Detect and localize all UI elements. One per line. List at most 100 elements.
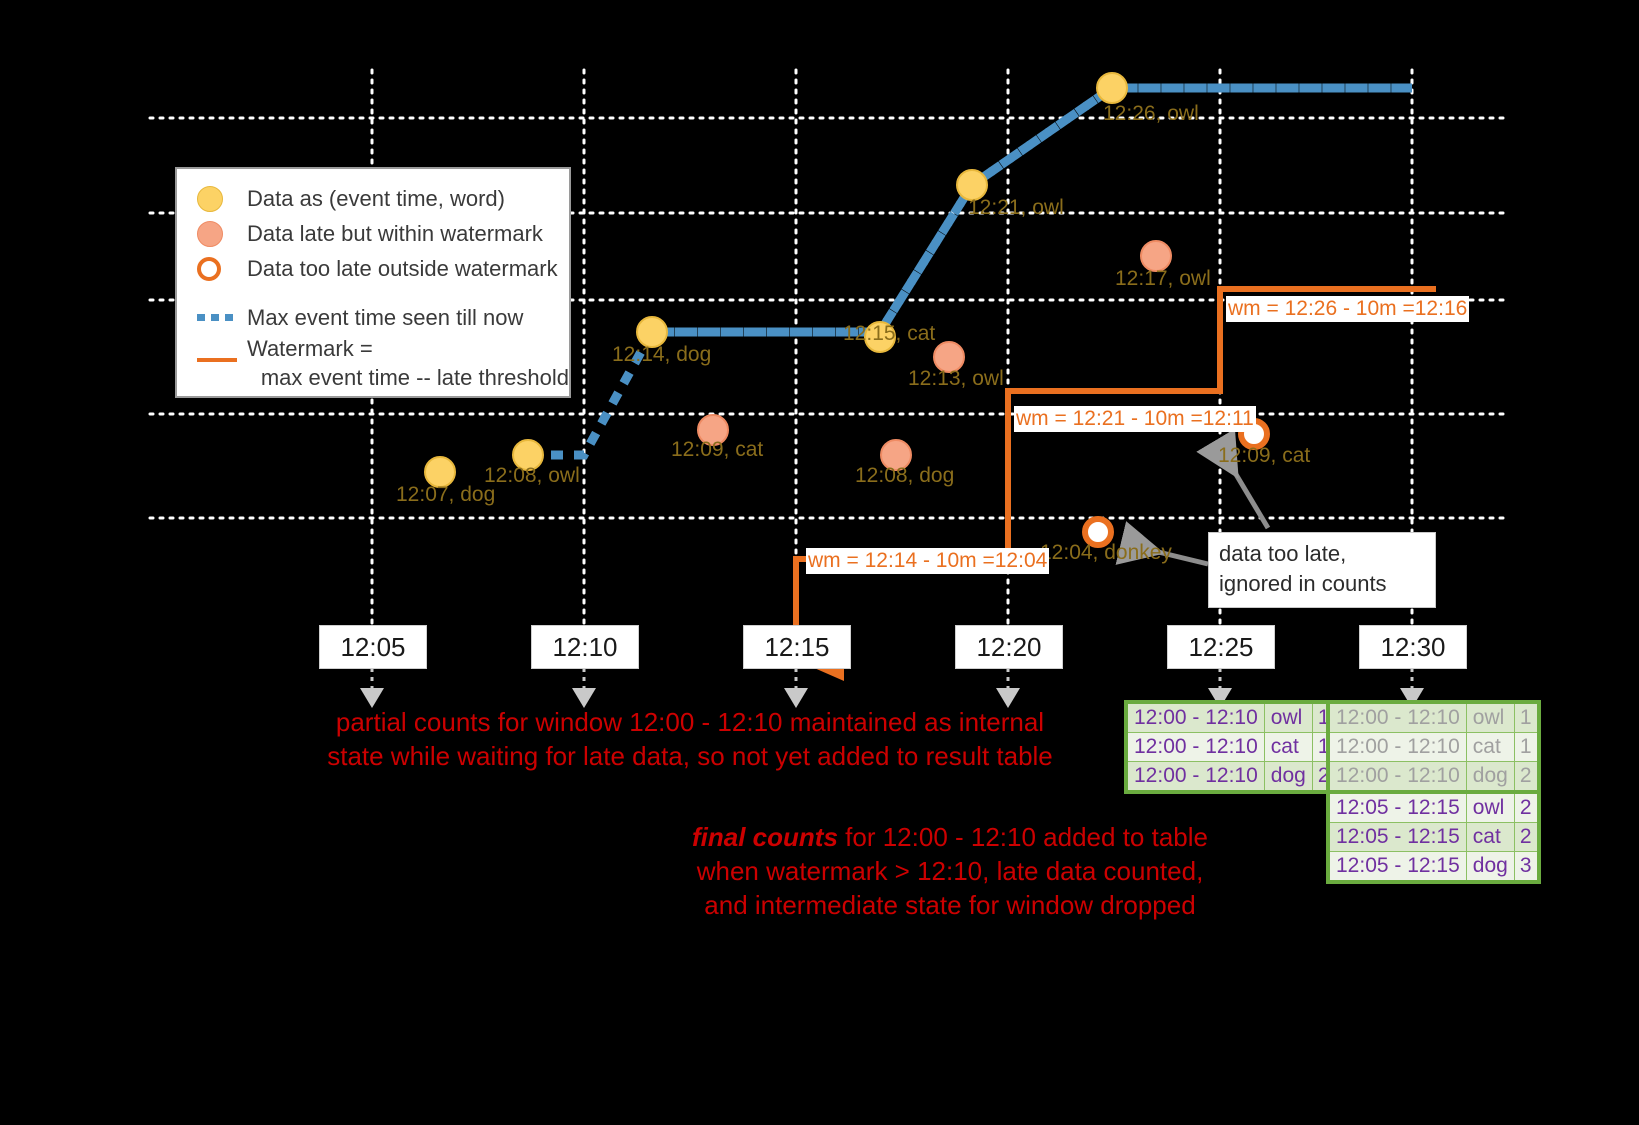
cell-window: 12:00 - 12:10 <box>1327 732 1467 762</box>
point-label-1209-cat: 12:09, cat <box>671 438 764 461</box>
table-row: 12:00 - 12:10 dog 2 <box>1327 761 1540 793</box>
table-row: 12:05 - 12:15 owl 2 <box>1327 790 1540 823</box>
point-label-1208-dog: 12:08, dog <box>855 464 955 487</box>
cell-count: 1 <box>1513 732 1540 762</box>
axis-tick-1225: 12:25 <box>1167 625 1275 669</box>
cell-count: 3 <box>1513 851 1540 883</box>
point-ontime <box>864 321 896 353</box>
cell-word: cat <box>1465 822 1515 852</box>
cell-count: 1 <box>1513 701 1540 733</box>
legend-label: Data as (event time, word) <box>247 185 505 211</box>
cell-word: dog <box>1263 761 1313 793</box>
table-row: 12:00 - 12:10 owl 1 <box>1125 701 1338 733</box>
point-late-within <box>1140 240 1172 272</box>
axis-tick-1205: 12:05 <box>319 625 427 669</box>
cell-count: 2 <box>1513 822 1540 852</box>
cell-word: owl <box>1263 701 1313 733</box>
note-final-line-2: when watermark > 12:10, late data counte… <box>696 856 1204 886</box>
callout-box-data-too-late: data too late, ignored in counts <box>1208 532 1436 608</box>
cell-word: cat <box>1465 732 1515 762</box>
point-too-late <box>1082 516 1114 548</box>
cell-window: 12:00 - 12:10 <box>1327 761 1467 793</box>
legend-label: Data late but within watermark <box>247 220 543 246</box>
callout-line-2: ignored in counts <box>1219 571 1387 596</box>
cell-window: 12:00 - 12:10 <box>1327 701 1467 733</box>
point-ontime <box>956 169 988 201</box>
legend-item-watermark: Watermark = <box>197 335 569 363</box>
cell-window: 12:05 - 12:15 <box>1327 851 1467 883</box>
point-label-1213-owl: 12:13, owl <box>908 367 1004 390</box>
axis-tick-1220: 12:20 <box>955 625 1063 669</box>
cell-word: dog <box>1465 761 1515 793</box>
point-ontime <box>424 456 456 488</box>
point-label-1204-donkey: 12:04, donkey <box>1040 541 1172 564</box>
cell-window: 12:05 - 12:15 <box>1327 822 1467 852</box>
point-label-1226-owl: 12:26, owl <box>1103 102 1199 125</box>
table-row: 12:05 - 12:15 cat 2 <box>1327 822 1540 852</box>
cell-window: 12:00 - 12:10 <box>1125 732 1265 762</box>
result-table-1225: 12:00 - 12:10 owl 1 12:00 - 12:10 cat 1 12:00 … <box>1124 700 1339 794</box>
legend-item-too-late: Data too late outside watermark <box>197 251 569 286</box>
legend-item-late-within: Data late but within watermark <box>197 216 569 251</box>
legend-box: Data as (event time, word) Data late but… <box>175 167 571 398</box>
legend-label: Max event time seen till now <box>247 304 524 330</box>
cell-word: dog <box>1465 851 1515 883</box>
max-event-time-line <box>528 83 1412 460</box>
yellow-dot-icon <box>197 185 247 212</box>
callout-arrow-up <box>1196 428 1271 530</box>
result-table-1230: 12:00 - 12:10 owl 1 12:00 - 12:10 cat 1 12:00 … <box>1326 700 1541 884</box>
table-row: 12:00 - 12:10 owl 1 <box>1327 701 1540 733</box>
note-partial-line-2: state while waiting for late data, so no… <box>327 741 1053 771</box>
axis-arrow-heads <box>360 688 1424 708</box>
note-final-emphasis: final counts <box>692 822 838 852</box>
cell-window: 12:00 - 12:10 <box>1125 761 1265 793</box>
table-row: 12:00 - 12:10 cat 1 <box>1327 732 1540 762</box>
point-label-1217-owl: 12:17, owl <box>1115 267 1211 290</box>
legend-label: Watermark = <box>247 336 373 361</box>
axis-tick-1210: 12:10 <box>531 625 639 669</box>
watermark-step-line <box>793 286 1436 612</box>
legend-item-watermark-cont: max event time -- late threshold <box>197 363 569 393</box>
point-late-within <box>933 341 965 373</box>
table-row: 12:00 - 12:10 cat 1 <box>1125 732 1338 762</box>
point-late-within <box>880 439 912 471</box>
hollow-dot-icon <box>197 256 247 281</box>
axis-down-arrows <box>370 668 1414 690</box>
point-ontime <box>636 316 668 348</box>
watermark-label-1216: wm = 12:26 - 10m =12:16 <box>1226 296 1470 322</box>
point-ontime <box>1096 72 1128 104</box>
axis-tick-1230: 12:30 <box>1359 625 1467 669</box>
data-points <box>424 72 1270 548</box>
point-label-1207-dog: 12:07, dog <box>396 483 496 506</box>
note-final-line-1: final counts for 12:00 - 12:10 added to … <box>680 820 1220 854</box>
legend-label: max event time -- late threshold <box>260 365 569 390</box>
note-partial-line-1: partial counts for window 12:00 - 12:10 … <box>335 707 1045 737</box>
cell-count: 2 <box>1513 761 1540 793</box>
note-final-line-3: and intermediate state for window droppe… <box>704 890 1196 920</box>
result-table-1225-wrap: 12:00 - 12:10 owl 1 12:00 - 12:10 cat 1 12:00 … <box>1124 700 1339 794</box>
legend-item-ontime: Data as (event time, word) <box>197 181 569 216</box>
cell-count: 2 <box>1513 790 1540 823</box>
note-final-counts: final counts for 12:00 - 12:10 added to … <box>680 820 1220 922</box>
point-label-1221-owl: 12:21, owl <box>968 196 1064 219</box>
cell-window: 12:05 - 12:15 <box>1327 790 1467 823</box>
point-late-within <box>697 414 729 446</box>
blue-dashed-line-icon <box>197 314 247 321</box>
callout-arrow-left <box>1115 521 1209 567</box>
point-label-1215-cat: 12:15, cat <box>843 322 936 345</box>
salmon-dot-icon <box>197 220 247 247</box>
cell-word: cat <box>1263 732 1313 762</box>
cell-word: owl <box>1465 790 1515 823</box>
table-row: 12:00 - 12:10 dog 2 <box>1125 761 1338 793</box>
point-label-1214-dog: 12:14, dog <box>612 343 712 366</box>
note-partial-counts: partial counts for window 12:00 - 12:10 … <box>320 705 1060 773</box>
axis-tick-1215: 12:15 <box>743 625 851 669</box>
orange-line-icon <box>197 336 247 362</box>
watermark-label-1211: wm = 12:21 - 10m =12:11 <box>1014 406 1256 432</box>
watermark-label-1204: wm = 12:14 - 10m =12:04 <box>806 548 1050 574</box>
legend-label: Data too late outside watermark <box>247 255 558 281</box>
point-label-1209-cat-late: 12:09, cat <box>1218 444 1311 467</box>
point-ontime <box>512 439 544 471</box>
point-label-1208-owl: 12:08, owl <box>484 464 580 487</box>
